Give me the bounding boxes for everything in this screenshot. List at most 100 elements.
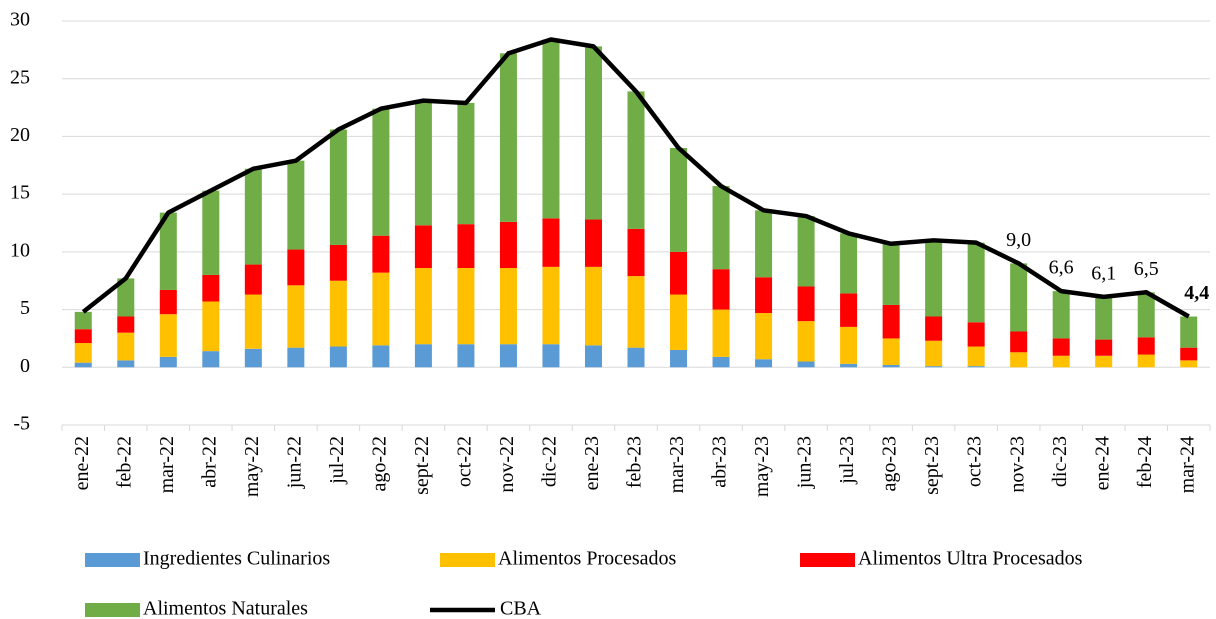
legend-label: Ingredientes Culinarios bbox=[143, 548, 330, 570]
x-tick-label: mar-23 bbox=[666, 436, 688, 493]
bar-segment bbox=[244, 348, 262, 368]
bar-segment bbox=[457, 268, 475, 345]
y-tick-label: 25 bbox=[10, 66, 30, 88]
bar-segment bbox=[755, 313, 773, 360]
bar-segment bbox=[627, 91, 645, 229]
bar-segment bbox=[244, 294, 262, 349]
x-tick-label: ago-22 bbox=[368, 436, 390, 492]
bar-segment bbox=[797, 321, 815, 362]
bar-segment bbox=[925, 240, 943, 317]
legend-swatch bbox=[440, 553, 495, 567]
bar-segment bbox=[542, 266, 560, 345]
y-tick-label: 5 bbox=[20, 297, 30, 319]
bar-segment bbox=[712, 186, 730, 270]
x-tick-label: mar-22 bbox=[156, 436, 178, 493]
x-tick-label: dic-22 bbox=[539, 436, 561, 487]
legend-swatch bbox=[85, 603, 140, 617]
bar-segment bbox=[584, 345, 602, 368]
legend-label: Alimentos Procesados bbox=[498, 548, 677, 570]
y-tick-label: 15 bbox=[10, 182, 30, 204]
x-tick-label: ago-23 bbox=[879, 436, 901, 492]
bar-segment bbox=[1180, 347, 1198, 361]
bar-segment bbox=[74, 343, 92, 363]
bar-segment bbox=[372, 108, 390, 236]
bar-segment bbox=[967, 242, 985, 323]
x-tick-label: may-22 bbox=[241, 436, 263, 497]
data-label: 6,1 bbox=[1091, 262, 1116, 284]
bar-segment bbox=[882, 364, 900, 368]
data-label: 4,4 bbox=[1184, 282, 1209, 304]
bar-segment bbox=[244, 168, 262, 265]
legend-swatch bbox=[800, 553, 855, 567]
bar-segment bbox=[372, 235, 390, 273]
x-tick-label: dic-23 bbox=[1049, 436, 1071, 487]
bar-segment bbox=[117, 278, 135, 317]
x-tick-label: jun-23 bbox=[794, 436, 816, 489]
bar-segment bbox=[457, 102, 475, 225]
data-label: 9,0 bbox=[1006, 229, 1031, 251]
bar-segment bbox=[287, 347, 305, 368]
bar-segment bbox=[627, 228, 645, 277]
legend-label: Alimentos Ultra Procesados bbox=[858, 548, 1083, 570]
bar-segment bbox=[882, 338, 900, 365]
bar-segment bbox=[202, 351, 220, 368]
x-tick-label: feb-22 bbox=[113, 436, 135, 488]
bar-segment bbox=[457, 224, 475, 269]
bar-segment bbox=[287, 285, 305, 348]
bar-segment bbox=[1052, 355, 1070, 368]
bar-segment bbox=[244, 264, 262, 295]
y-tick-label: 0 bbox=[20, 355, 30, 377]
bar-segment bbox=[1052, 338, 1070, 356]
bar-segment bbox=[499, 268, 517, 345]
legend-label: CBA bbox=[500, 598, 542, 619]
bar-segment bbox=[967, 322, 985, 347]
bar-segment bbox=[755, 210, 773, 278]
bar-segment bbox=[1180, 316, 1198, 348]
x-tick-label: sept-23 bbox=[921, 436, 943, 495]
bar-segment bbox=[414, 100, 432, 226]
bar-segment bbox=[372, 345, 390, 368]
x-tick-label: oct-23 bbox=[964, 436, 986, 487]
bar-segment bbox=[925, 366, 943, 368]
x-tick-label: oct-22 bbox=[454, 436, 476, 487]
x-tick-label: abr-23 bbox=[709, 436, 731, 488]
bar-segment bbox=[159, 356, 177, 368]
bar-segment bbox=[797, 216, 815, 287]
x-tick-label: may-23 bbox=[751, 436, 773, 497]
legend-label: Alimentos Naturales bbox=[143, 598, 308, 619]
bar-segment bbox=[414, 225, 432, 269]
x-tick-label: jul-23 bbox=[836, 436, 858, 485]
bar-segment bbox=[712, 269, 730, 310]
bar-segment bbox=[840, 363, 858, 368]
line bbox=[81, 37, 1190, 319]
bar-segment bbox=[287, 249, 305, 286]
x-tick-label: sept-22 bbox=[411, 436, 433, 495]
bar-segment bbox=[74, 311, 92, 330]
bar-segment bbox=[414, 268, 432, 345]
bar-segment bbox=[542, 344, 560, 368]
bar-segment bbox=[542, 218, 560, 267]
bar-segment bbox=[499, 53, 517, 222]
bar-segment bbox=[797, 286, 815, 322]
bar-segment bbox=[329, 280, 347, 347]
y-tick-label: 30 bbox=[10, 9, 30, 31]
bar-segment bbox=[967, 366, 985, 368]
bar-segment bbox=[712, 356, 730, 368]
bar-segment bbox=[1095, 296, 1113, 340]
y-tick-label: 10 bbox=[10, 239, 30, 261]
bar-segment bbox=[74, 329, 92, 344]
bar-segment bbox=[117, 316, 135, 333]
bar-segment bbox=[882, 304, 900, 339]
y-tick-label: 20 bbox=[10, 124, 30, 146]
bar-segment bbox=[159, 212, 177, 290]
bar-segment bbox=[117, 332, 135, 361]
x-tick-label: abr-22 bbox=[198, 436, 220, 488]
bar-segment bbox=[202, 190, 220, 275]
bar-segment bbox=[925, 316, 943, 341]
bar-segment bbox=[74, 362, 92, 368]
bar-segment bbox=[372, 272, 390, 346]
bar-segment bbox=[287, 160, 305, 250]
bar-segment bbox=[584, 266, 602, 346]
bar-segment bbox=[1010, 263, 1028, 332]
bar-segment bbox=[755, 277, 773, 314]
